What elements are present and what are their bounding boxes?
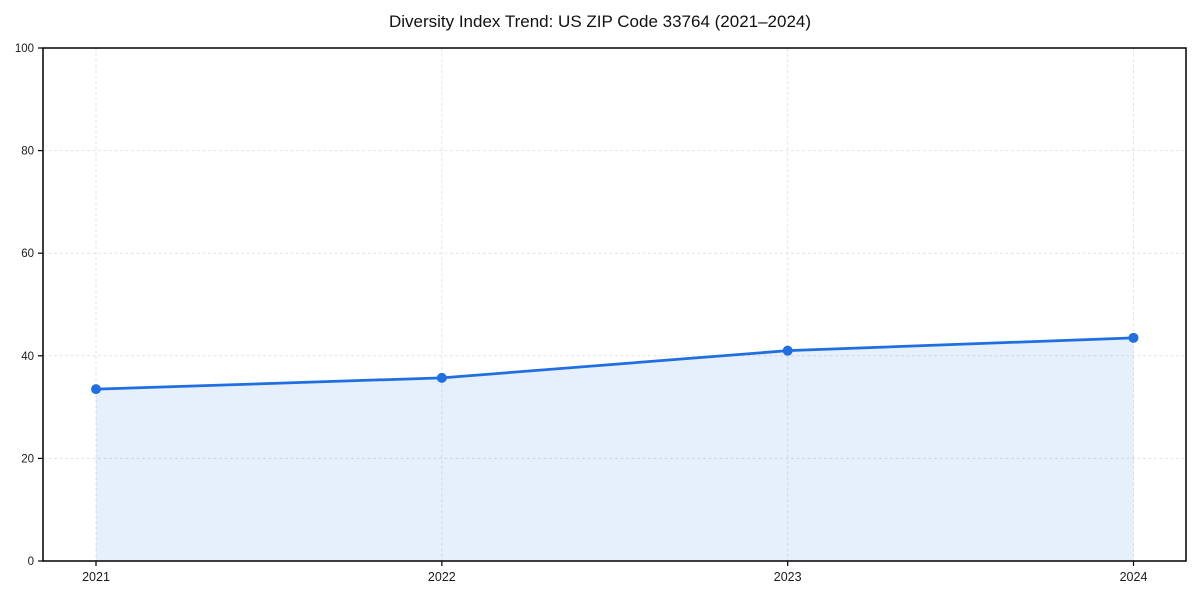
y-tick-label: 100 bbox=[15, 43, 34, 55]
y-tick-label: 0 bbox=[28, 556, 34, 568]
trend-line bbox=[94, 336, 1135, 391]
data-point-marker bbox=[1128, 332, 1139, 343]
data-point-marker bbox=[91, 384, 101, 395]
x-tick-label: 2023 bbox=[774, 570, 802, 584]
y-tick-label: 40 bbox=[21, 351, 34, 363]
x-tick-label: 2022 bbox=[428, 570, 456, 584]
x-tick-label: 2021 bbox=[82, 570, 110, 584]
x-tick-label: 2024 bbox=[1120, 570, 1148, 584]
y-tick-label: 60 bbox=[21, 248, 34, 260]
chart-title: Diversity Index Trend: US ZIP Code 33764… bbox=[388, 12, 812, 31]
data-point-marker bbox=[436, 372, 447, 383]
data-point-marker bbox=[782, 345, 793, 356]
y-tick-label: 20 bbox=[21, 453, 34, 465]
plot-border bbox=[42, 47, 1187, 562]
y-tick-label: 80 bbox=[21, 146, 34, 158]
area-fill bbox=[96, 337, 1134, 561]
